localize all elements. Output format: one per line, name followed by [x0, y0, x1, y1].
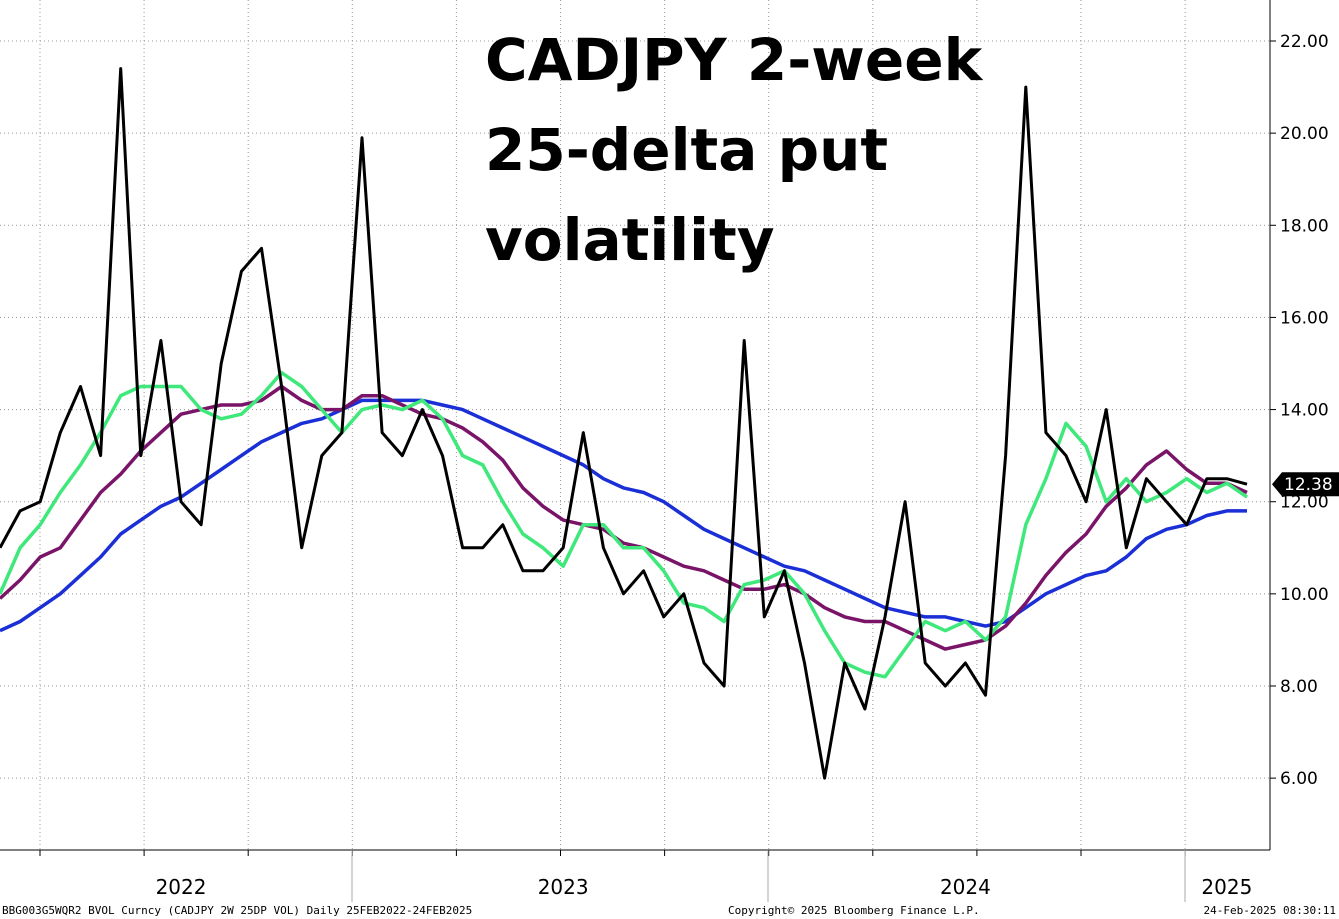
series-line: [0, 384, 1248, 651]
y-tick-label: 20.00: [1280, 124, 1329, 144]
x-tick-label: 2023: [538, 875, 589, 899]
y-tick-label: 8.00: [1280, 677, 1318, 697]
chart-title: 25-delta put: [485, 116, 888, 184]
footer-copyright: Copyright© 2025 Bloomberg Finance L.P.: [728, 904, 980, 917]
y-tick-label: 6.00: [1280, 769, 1318, 789]
y-tick-label: 12.00: [1280, 493, 1329, 513]
footer-source: BBG003G5WQR2 BVOL Curncy (CADJPY 2W 25DP…: [2, 904, 472, 917]
x-tick-label: 2025: [1201, 875, 1252, 899]
last-value-box: [1272, 472, 1339, 497]
y-tick-label: 16.00: [1280, 308, 1329, 328]
grid: [0, 0, 1270, 850]
last-value-label: 12.38: [1284, 475, 1333, 495]
footer-time: 24-Feb-2025 08:30:11: [1204, 904, 1336, 917]
series-line: [0, 67, 1248, 780]
y-tick-label: 22.00: [1280, 32, 1329, 52]
series-line: [0, 370, 1248, 679]
axes: 6.00 8.00 10.00 12.00 14.00 16.00 18.00 20.00 22…: [39, 32, 1339, 902]
y-tick-label: 18.00: [1280, 216, 1329, 236]
x-tick-label: 2022: [156, 875, 207, 899]
y-tick-label: 14.00: [1280, 401, 1329, 421]
plot: [0, 67, 1248, 780]
chart-title: volatility: [485, 206, 775, 274]
y-tick-label: 10.00: [1280, 585, 1329, 605]
x-tick-label: 2024: [940, 875, 991, 899]
chart-title: CADJPY 2-week: [485, 26, 984, 94]
